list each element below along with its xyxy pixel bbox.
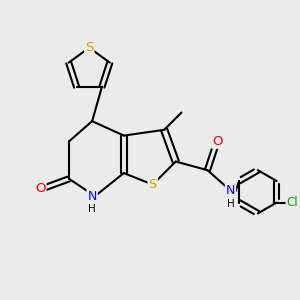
Text: H: H [226,199,234,209]
Text: H: H [88,204,96,214]
Text: O: O [35,182,46,195]
Text: Cl: Cl [286,196,298,209]
Text: N: N [87,190,97,202]
Text: S: S [148,178,157,191]
Text: S: S [85,41,93,54]
Text: O: O [212,135,223,148]
Text: N: N [226,184,235,197]
